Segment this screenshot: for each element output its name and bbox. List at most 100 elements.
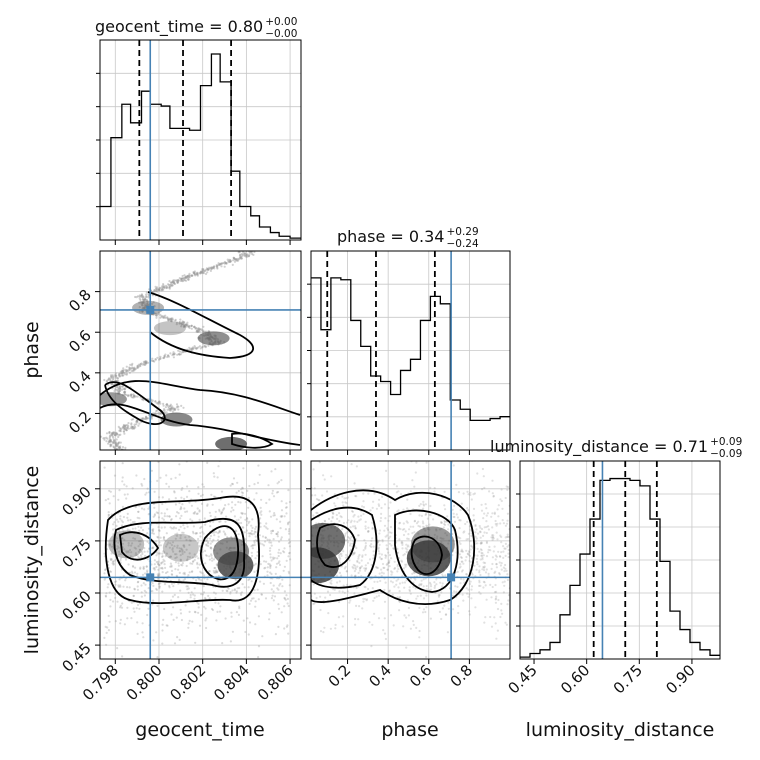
scatter-point bbox=[475, 528, 478, 531]
scatter-point bbox=[362, 506, 365, 509]
scatter-point bbox=[132, 607, 135, 610]
scatter-point bbox=[218, 263, 221, 266]
scatter-point bbox=[215, 531, 218, 534]
scatter-point bbox=[145, 565, 148, 568]
marks-layer bbox=[95, 39, 721, 664]
scatter-point bbox=[348, 544, 352, 547]
scatter-point bbox=[235, 530, 238, 533]
scatter-point bbox=[457, 611, 460, 615]
scatter-point bbox=[167, 405, 170, 408]
phase-axis-ytick-label-2: 0.6 bbox=[65, 326, 95, 356]
scatter-point bbox=[143, 304, 146, 307]
scatter-point bbox=[353, 552, 356, 555]
scatter-point bbox=[116, 600, 119, 603]
scatter-point bbox=[170, 544, 173, 547]
scatter-point bbox=[174, 407, 177, 410]
scatter-point bbox=[467, 532, 470, 535]
scatter-point bbox=[162, 409, 165, 412]
scatter-point bbox=[397, 490, 400, 493]
scatter-point bbox=[159, 544, 162, 547]
scatter-point bbox=[502, 545, 505, 548]
scatter-point bbox=[158, 529, 161, 533]
scatter-point bbox=[495, 595, 498, 598]
scatter-point bbox=[257, 645, 261, 648]
scatter-point bbox=[198, 544, 201, 548]
scatter-point bbox=[386, 562, 389, 565]
scatter-point bbox=[424, 610, 427, 614]
scatter-point bbox=[125, 428, 128, 431]
scatter-point bbox=[478, 569, 481, 572]
scatter-point bbox=[162, 356, 165, 360]
scatter-point bbox=[259, 542, 262, 545]
scatter-point bbox=[107, 377, 111, 380]
scatter-point bbox=[184, 324, 187, 327]
scatter-point bbox=[160, 287, 163, 290]
scatter-point bbox=[237, 489, 240, 493]
scatter-point bbox=[162, 315, 165, 318]
scatter-point bbox=[220, 490, 224, 493]
scatter-point bbox=[339, 561, 342, 564]
scatter-point bbox=[490, 596, 493, 599]
scatter-point bbox=[398, 522, 401, 525]
scatter-point bbox=[494, 522, 497, 526]
scatter-point bbox=[105, 592, 108, 595]
scatter-point bbox=[177, 279, 180, 282]
scatter-point bbox=[181, 321, 184, 324]
scatter-point bbox=[121, 537, 124, 540]
scatter-point bbox=[503, 547, 506, 550]
scatter-point bbox=[500, 535, 503, 539]
scatter-point bbox=[221, 262, 224, 265]
scatter-point bbox=[191, 274, 194, 277]
scatter-point bbox=[124, 393, 127, 396]
scatter-distance-vs-geocent bbox=[103, 440, 292, 659]
scatter-point bbox=[152, 532, 155, 535]
scatter-point bbox=[258, 473, 261, 476]
density-blob-1 bbox=[160, 412, 193, 427]
scatter-point bbox=[388, 542, 391, 545]
scatter-point bbox=[201, 271, 204, 274]
panel-title-lower-error: −0.00 bbox=[265, 28, 297, 40]
scatter-point bbox=[144, 416, 148, 419]
scatter-point bbox=[249, 599, 253, 602]
scatter-point bbox=[108, 438, 111, 441]
scatter-point bbox=[467, 493, 470, 496]
scatter-point bbox=[183, 551, 186, 554]
scatter-point bbox=[380, 568, 383, 571]
scatter-point bbox=[323, 519, 326, 522]
scatter-point bbox=[240, 591, 244, 594]
scatter-point bbox=[160, 512, 163, 515]
scatter-point bbox=[383, 632, 387, 635]
scatter-point bbox=[413, 519, 417, 523]
scatter-point bbox=[109, 443, 112, 446]
scatter-point bbox=[480, 509, 484, 512]
scatter-point bbox=[143, 307, 146, 310]
scatter-point bbox=[160, 289, 163, 292]
scatter-point bbox=[115, 441, 118, 444]
scatter-point bbox=[470, 545, 473, 548]
scatter-point bbox=[187, 275, 190, 278]
scatter-point bbox=[130, 440, 132, 442]
scatter-point bbox=[154, 285, 157, 288]
scatter-point bbox=[350, 574, 353, 577]
scatter-point bbox=[165, 532, 168, 535]
scatter-point bbox=[138, 422, 141, 425]
scatter-point bbox=[412, 620, 415, 623]
scatter-point bbox=[153, 290, 157, 293]
scatter-point bbox=[217, 580, 220, 583]
scatter-point bbox=[135, 423, 138, 426]
scatter-point bbox=[111, 374, 114, 377]
scatter-point bbox=[379, 519, 382, 523]
scatter-point bbox=[402, 625, 405, 628]
distance-axis-ytick-label-0: 0.45 bbox=[58, 639, 94, 675]
scatter-point bbox=[459, 537, 462, 540]
scatter-point bbox=[260, 498, 263, 501]
scatter-point bbox=[326, 590, 330, 593]
scatter-point bbox=[213, 265, 216, 268]
scatter-point bbox=[339, 552, 342, 556]
scatter-point bbox=[146, 613, 149, 617]
scatter-point bbox=[233, 535, 236, 538]
scatter-point bbox=[181, 274, 184, 278]
scatter-point bbox=[142, 298, 145, 301]
scatter-point bbox=[123, 623, 126, 626]
